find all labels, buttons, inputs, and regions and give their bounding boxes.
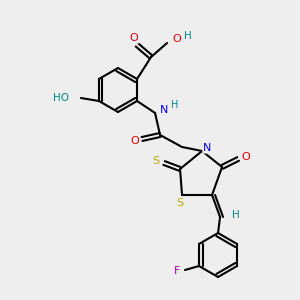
Text: O: O bbox=[172, 34, 181, 44]
Text: S: S bbox=[152, 156, 160, 166]
Text: H: H bbox=[171, 100, 178, 110]
Text: O: O bbox=[131, 136, 140, 146]
Text: H: H bbox=[232, 210, 240, 220]
Text: O: O bbox=[242, 152, 250, 162]
Text: F: F bbox=[174, 266, 180, 276]
Text: N: N bbox=[160, 105, 168, 115]
Text: S: S bbox=[176, 198, 184, 208]
Text: H: H bbox=[184, 31, 192, 41]
Text: N: N bbox=[203, 143, 211, 153]
Text: HO: HO bbox=[53, 93, 69, 103]
Text: O: O bbox=[130, 33, 138, 43]
